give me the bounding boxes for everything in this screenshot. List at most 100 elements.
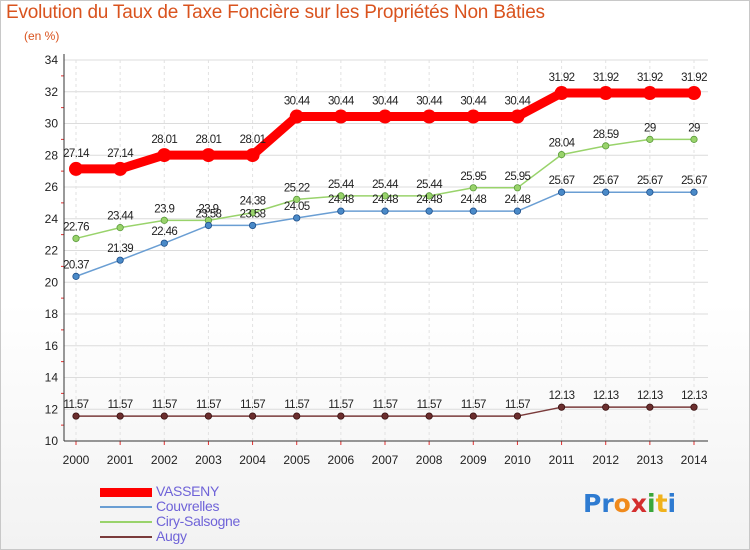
data-label: 11.57 [108,399,133,411]
data-label: 23.58 [240,208,266,220]
data-point [469,207,477,215]
data-label: 31.92 [681,72,707,84]
data-point [116,224,124,232]
data-point [469,184,477,192]
data-point [201,148,216,163]
data-labels: 11.57 11.57 11.57 11.57 11.57 11.57 11.57 11.57… [63,72,708,411]
data-label: 24.48 [505,194,531,206]
data-label: 25.44 [416,179,443,191]
data-point [425,192,433,200]
data-point [378,109,392,124]
data-label: 25.67 [681,175,707,187]
data-label: 12.13 [681,390,707,402]
data-label: 31.92 [637,72,663,84]
legend-label: Couvrelles [156,498,220,514]
data-point [248,209,257,217]
data-label: 12.13 [593,390,619,402]
data-label: 12.13 [549,390,575,402]
data-point [646,135,654,143]
y-tick-label: 18 [45,307,59,321]
data-label: 30.44 [328,96,355,108]
data-point [69,161,83,176]
x-tick-label: 2002 [151,453,178,467]
data-label: 11.57 [328,399,353,411]
data-label: 24.38 [240,196,266,208]
data-point [289,109,304,124]
data-label: 31.92 [549,72,575,84]
y-tick-label: 14 [45,371,59,385]
data-point [510,109,525,124]
data-label: 25.67 [637,175,663,187]
data-point [293,412,301,420]
data-label: 30.44 [416,96,443,108]
x-tick-label: 2010 [504,453,531,467]
data-label: 31.92 [593,72,619,84]
data-label: 25.22 [284,182,310,194]
data-label: 29 [644,122,656,134]
y-tick-label: 26 [45,180,59,194]
y-tick-label: 10 [45,434,59,448]
logo-letter: P [583,489,602,518]
data-point [113,161,128,176]
data-point [422,109,437,124]
data-point [204,221,213,230]
y-tick-label: 16 [45,339,59,353]
data-point [425,412,433,420]
data-label: 24.05 [284,201,310,213]
y-tick-label: 30 [45,117,59,131]
data-point [337,192,345,200]
data-label: 30.44 [284,96,311,108]
data-point [513,184,522,192]
data-point [248,221,257,230]
chart-title: Evolution du Taux de Taxe Foncière sur l… [6,2,545,23]
data-label: 11.57 [64,399,89,411]
data-point [116,256,124,264]
x-tick-label: 2008 [416,453,443,467]
data-label: 28.01 [151,134,177,146]
y-tick-label: 24 [45,212,59,226]
logo-letter: t [655,489,668,518]
x-tick-label: 2005 [283,453,310,467]
y-axis-unit: (en %) [24,29,60,43]
x-tick-label: 2009 [460,453,487,467]
data-point [513,412,522,420]
data-label: 23.9 [154,203,174,215]
data-label: 11.57 [461,399,486,411]
legend-label: Ciry-Salsogne [156,513,241,529]
proxiti-logo: Proxiti [583,489,676,518]
legend-label: Augy [156,528,187,544]
data-label: 11.57 [152,399,177,411]
x-tick-label: 2000 [63,453,90,467]
data-point [204,412,213,420]
data-point [642,86,657,101]
data-label: 22.46 [151,226,177,238]
data-point [381,207,389,215]
data-point [337,412,345,420]
data-label: 11.57 [240,399,265,411]
data-point [557,151,566,159]
data-point [557,403,566,411]
data-point [425,207,433,215]
data-point [381,192,389,200]
x-tick-label: 2014 [681,453,708,467]
data-label: 25.95 [460,171,486,183]
data-point [160,216,168,224]
logo-letter: i [667,489,677,518]
x-tick-label: 2011 [549,453,575,467]
data-label: 12.13 [637,390,663,402]
legend-swatch [100,487,152,497]
axes: 10 12 14 16 18 20 22 24 26 28 30 32 34 2000 2001 2002 20… [45,53,708,467]
data-point [160,412,168,420]
data-label: 11.57 [373,399,398,411]
data-label: 27.14 [63,148,90,160]
y-tick-label: 22 [45,244,59,258]
y-tick-label: 12 [45,402,59,416]
y-tick-label: 32 [45,85,59,99]
data-label: 25.44 [328,179,355,191]
data-label: 24.48 [328,194,354,206]
data-label: 25.67 [593,175,619,187]
data-label: 23.58 [196,208,222,220]
data-label: 11.57 [505,399,530,411]
data-point [160,239,168,247]
